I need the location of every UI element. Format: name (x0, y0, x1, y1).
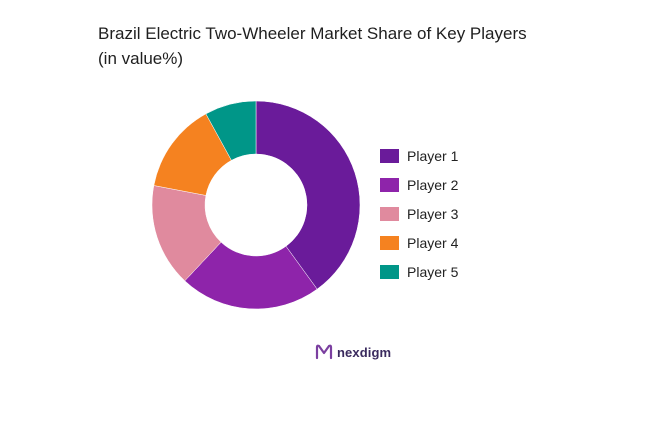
legend-label-5: Player 5 (407, 263, 459, 280)
chart-title: Brazil Electric Two-Wheeler Market Share… (98, 21, 618, 71)
brand-logo: nexdigm (315, 343, 391, 361)
legend-label-2: Player 2 (407, 176, 459, 193)
legend-item-1: Player 1 (380, 141, 520, 170)
legend-swatch-1 (380, 148, 399, 163)
legend-swatch-4 (380, 235, 399, 250)
legend-item-4: Player 4 (380, 228, 520, 257)
legend-item-5: Player 5 (380, 257, 520, 286)
legend-item-3: Player 3 (380, 199, 520, 228)
nexdigm-logo-icon (315, 344, 333, 360)
chart-subtitle: (in value%) (98, 49, 184, 68)
legend-label-1: Player 1 (407, 147, 459, 164)
legend-item-2: Player 2 (380, 170, 520, 199)
donut-slice-5 (205, 100, 257, 161)
donut-slice-1 (255, 100, 361, 290)
legend-label-4: Player 4 (407, 234, 459, 251)
donut-slices (151, 100, 361, 310)
legend-swatch-2 (380, 177, 399, 192)
donut-slice-2 (184, 241, 318, 310)
legend-label-3: Player 3 (407, 205, 459, 222)
legend-swatch-3 (380, 206, 399, 221)
legend-swatch-5 (380, 264, 399, 279)
brand-name: nexdigm (337, 344, 392, 360)
chart-title-line: Brazil Electric Two-Wheeler Market Share… (98, 24, 527, 43)
chart-legend: Player 1 Player 2 Player 3 Player 4 Player 5 (380, 141, 520, 286)
